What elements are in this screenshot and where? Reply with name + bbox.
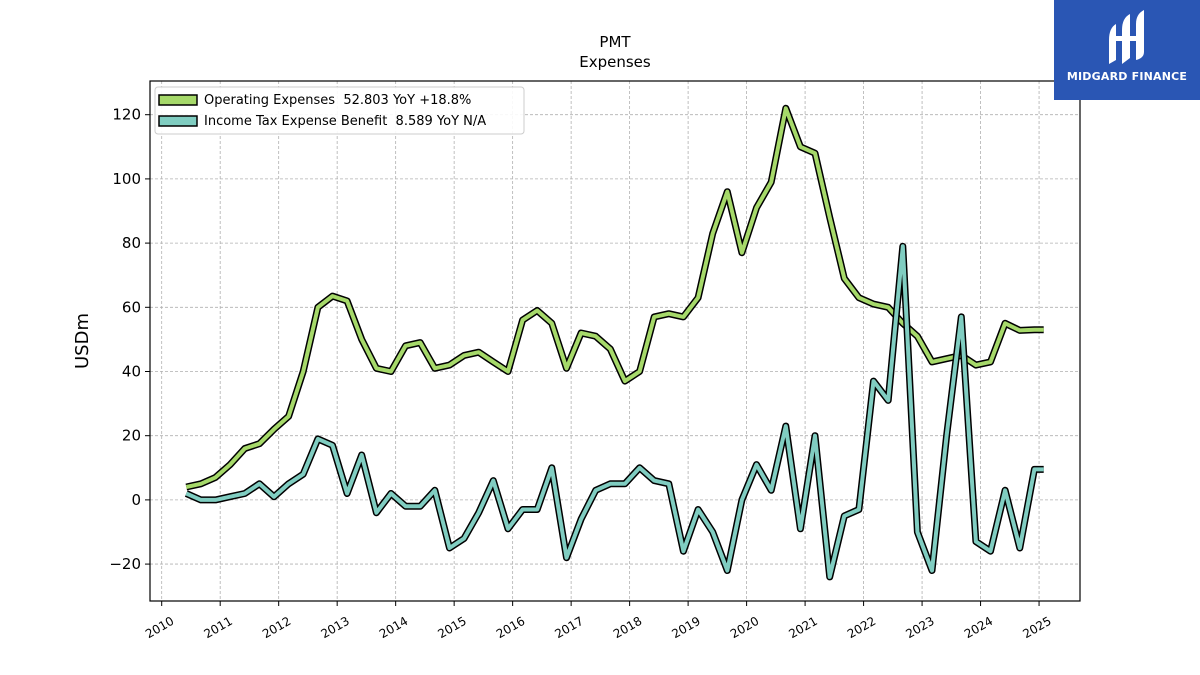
x-tick-label: 2020 <box>728 614 761 641</box>
midgard-logo-icon <box>1109 10 1144 64</box>
x-tick-label: 2023 <box>903 614 936 641</box>
x-tick-label: 2017 <box>552 614 585 641</box>
y-tick-label: 40 <box>122 362 141 380</box>
x-tick-label: 2018 <box>611 614 644 641</box>
chart-subtitle: Expenses <box>579 53 651 71</box>
x-tick-label: 2013 <box>318 614 351 641</box>
x-tick-label: 2019 <box>669 614 702 641</box>
x-tick-label: 2010 <box>143 614 176 641</box>
legend-label-income-tax-expense-benefit: Income Tax Expense Benefit 8.589 YoY N/A <box>204 114 486 129</box>
legend-swatch-income-tax-expense-benefit <box>158 115 198 127</box>
y-tick-label: 60 <box>122 298 141 316</box>
series-lines <box>184 104 1044 581</box>
legend: Operating Expenses 52.803 YoY +18.8% Inc… <box>154 86 525 135</box>
series-line-income-tax-expense-benefit <box>185 244 1044 579</box>
series-outline-income-tax-expense-benefit <box>184 242 1044 581</box>
x-tick-label: 2012 <box>260 614 293 641</box>
grid <box>150 81 1080 601</box>
legend-swatch-operating-expenses <box>158 94 198 106</box>
x-tick-label: 2025 <box>1020 614 1053 641</box>
logo-text: MIDGARD FINANCE <box>1066 70 1188 83</box>
x-tick-label: 2022 <box>845 614 878 641</box>
x-tick-label: 2014 <box>377 614 410 641</box>
x-tick-label: 2011 <box>201 614 234 641</box>
legend-label-operating-expenses: Operating Expenses 52.803 YoY +18.8% <box>204 93 471 108</box>
x-tick-label: 2015 <box>435 614 468 641</box>
y-tick-label: 20 <box>122 427 141 445</box>
y-tick-label: 120 <box>112 106 141 124</box>
y-tick-label: −20 <box>109 555 141 573</box>
x-tick-label: 2021 <box>786 614 819 641</box>
x-tick-label: 2016 <box>494 614 527 641</box>
chart-title: PMT <box>599 33 631 51</box>
y-tick-label: 100 <box>112 170 141 188</box>
legend-box <box>154 86 525 135</box>
y-tick-label: 80 <box>122 234 141 252</box>
y-axis-label: USDm <box>72 313 93 369</box>
x-tick-label: 2024 <box>962 614 995 641</box>
brand-logo: MIDGARD FINANCE <box>1054 0 1200 100</box>
plot-frame <box>149 80 1081 602</box>
y-tick-label: 0 <box>131 491 141 509</box>
